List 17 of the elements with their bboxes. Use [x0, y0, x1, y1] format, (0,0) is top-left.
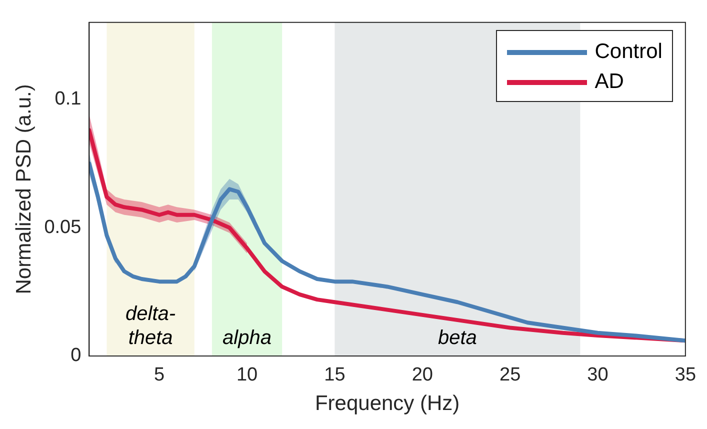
x-tick-label: 10: [236, 364, 258, 386]
x-axis-title: Frequency (Hz): [314, 392, 460, 416]
band-label: alpha: [222, 327, 272, 349]
y-axis-title: Normalized PSD (a.u.): [12, 84, 36, 294]
x-tick-label: 20: [412, 364, 433, 386]
band-label: delta- theta: [126, 303, 176, 349]
y-tick-label: 0.05: [44, 216, 82, 238]
legend-label: Control: [594, 40, 662, 64]
x-tick-label: 25: [499, 364, 521, 386]
y-tick-label: 0.1: [54, 88, 82, 110]
y-tick-label: 0: [70, 345, 82, 366]
x-tick-label: 35: [674, 364, 696, 386]
band-label: beta: [438, 327, 477, 349]
x-tick-label: 30: [587, 364, 608, 386]
x-tick-label: 15: [324, 364, 346, 386]
legend-label: AD: [594, 70, 624, 94]
x-tick-label: 5: [154, 364, 165, 386]
